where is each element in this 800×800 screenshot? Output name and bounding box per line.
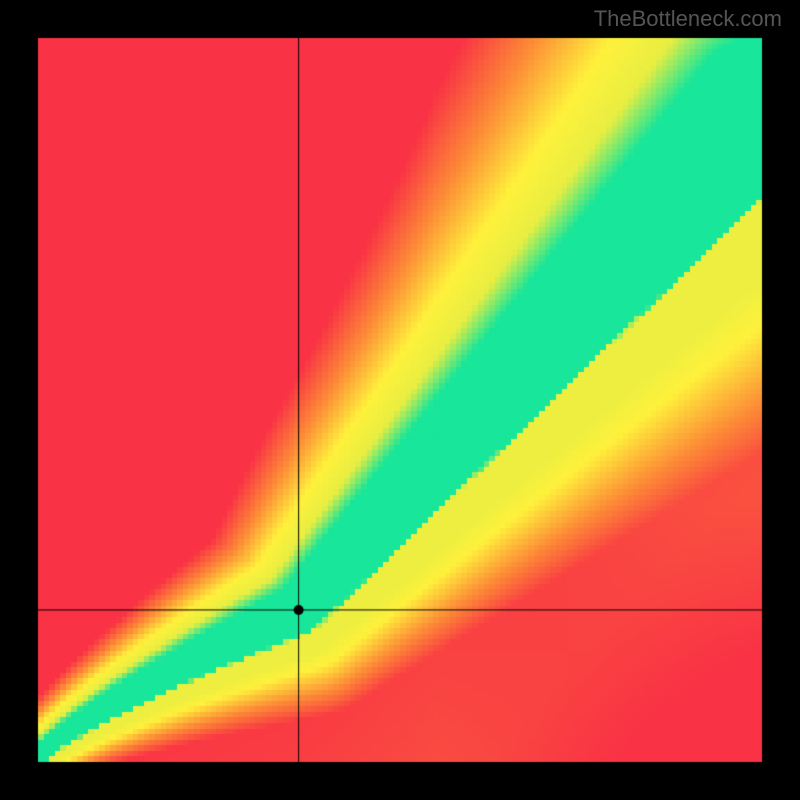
chart-container: TheBottleneck.com: [0, 0, 800, 800]
heatmap-canvas: [0, 0, 800, 800]
watermark-text: TheBottleneck.com: [594, 6, 782, 32]
